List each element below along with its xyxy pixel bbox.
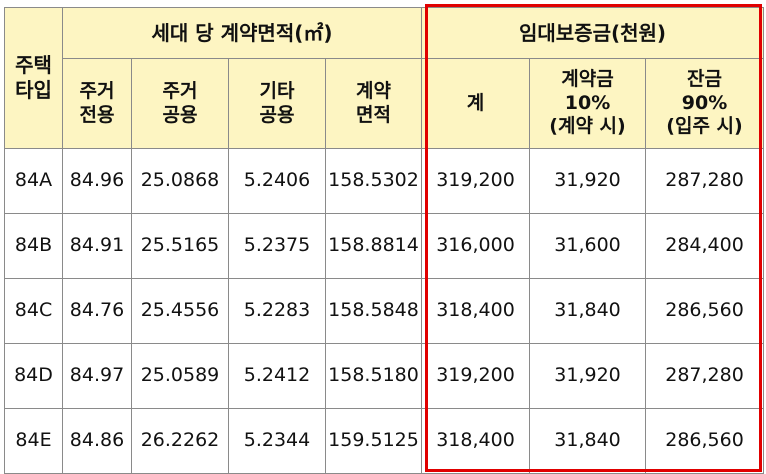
cell-type: 84C: [4, 278, 63, 344]
cell-deposit-total: 318,400: [421, 408, 531, 474]
cell-balance-payment: 286,560: [645, 278, 765, 344]
cell-type: 84B: [4, 213, 63, 279]
header-deposit-total-label: 계: [466, 91, 485, 114]
cell-other-area: 5.2406: [228, 148, 326, 214]
cell-balance-payment: 287,280: [645, 148, 765, 214]
cell-down-payment: 31,920: [529, 343, 647, 409]
header-common-area-label: 주거 공용: [162, 79, 198, 126]
cell-exclusive-area: 84.91: [62, 213, 132, 279]
cell-down-payment: 31,600: [529, 213, 647, 279]
cell-other-area: 5.2375: [228, 213, 326, 279]
header-housing-type: 주택 타입: [4, 7, 63, 149]
cell-deposit-total: 318,400: [421, 278, 531, 344]
cell-contract-area: 158.8814: [324, 213, 423, 279]
cell-deposit-total: 316,000: [421, 213, 531, 279]
cell-common-area: 26.2262: [131, 408, 229, 474]
cell-exclusive-area: 84.96: [62, 148, 132, 214]
cell-type: 84E: [4, 408, 63, 474]
header-common-area: 주거 공용: [131, 58, 229, 149]
cell-contract-area: 158.5302: [324, 148, 423, 214]
header-balance-payment: 잔금 90% (입주 시): [645, 58, 765, 149]
cell-contract-area: 158.5848: [324, 278, 423, 344]
cell-exclusive-area: 84.86: [62, 408, 132, 474]
table-row: 84E 84.86 26.2262 5.2344 159.5125 318,40…: [4, 408, 765, 474]
cell-other-area: 5.2283: [228, 278, 326, 344]
header-deposit-group: 임대보증금(천원): [421, 7, 765, 59]
rental-table: 주택 타입 세대 당 계약면적(㎡) 임대보증금(천원) 주거 전용 주거 공용…: [4, 7, 765, 474]
header-other-common-area: 기타 공용: [228, 58, 326, 149]
cell-type: 84A: [4, 148, 63, 214]
header-down-payment-label: 계약금 10% (계약 시): [549, 67, 626, 138]
table-row: 84C 84.76 25.4556 5.2283 158.5848 318,40…: [4, 278, 765, 344]
cell-balance-payment: 286,560: [645, 408, 765, 474]
cell-deposit-total: 319,200: [421, 148, 531, 214]
header-other-common-area-label: 기타 공용: [259, 79, 295, 126]
header-area-group-label: 세대 당 계약면적(㎡): [151, 20, 333, 45]
cell-other-area: 5.2412: [228, 343, 326, 409]
header-exclusive-area: 주거 전용: [62, 58, 132, 149]
header-housing-type-label: 주택 타입: [15, 53, 52, 102]
header-area-group: 세대 당 계약면적(㎡): [61, 7, 423, 59]
header-balance-payment-label: 잔금 90% (입주 시): [666, 67, 743, 138]
header-deposit-total: 계: [421, 58, 531, 149]
cell-contract-area: 158.5180: [324, 343, 423, 409]
table-row: 84D 84.97 25.0589 5.2412 158.5180 319,20…: [4, 343, 765, 409]
cell-common-area: 25.0868: [131, 148, 229, 214]
cell-common-area: 25.4556: [131, 278, 229, 344]
cell-type: 84D: [4, 343, 63, 409]
cell-down-payment: 31,920: [529, 148, 647, 214]
table-row: 84A 84.96 25.0868 5.2406 158.5302 319,20…: [4, 148, 765, 214]
cell-deposit-total: 319,200: [421, 343, 531, 409]
cell-exclusive-area: 84.97: [62, 343, 132, 409]
header-contract-area: 계약 면적: [324, 58, 423, 149]
cell-exclusive-area: 84.76: [62, 278, 132, 344]
cell-balance-payment: 287,280: [645, 343, 765, 409]
cell-common-area: 25.5165: [131, 213, 229, 279]
cell-balance-payment: 284,400: [645, 213, 765, 279]
cell-other-area: 5.2344: [228, 408, 326, 474]
cell-down-payment: 31,840: [529, 278, 647, 344]
cell-contract-area: 159.5125: [324, 408, 423, 474]
cell-down-payment: 31,840: [529, 408, 647, 474]
header-deposit-group-label: 임대보증금(천원): [518, 20, 667, 45]
header-exclusive-area-label: 주거 전용: [79, 79, 115, 126]
header-contract-area-label: 계약 면적: [356, 79, 391, 126]
table-row: 84B 84.91 25.5165 5.2375 158.8814 316,00…: [4, 213, 765, 279]
cell-common-area: 25.0589: [131, 343, 229, 409]
header-down-payment: 계약금 10% (계약 시): [529, 58, 647, 149]
